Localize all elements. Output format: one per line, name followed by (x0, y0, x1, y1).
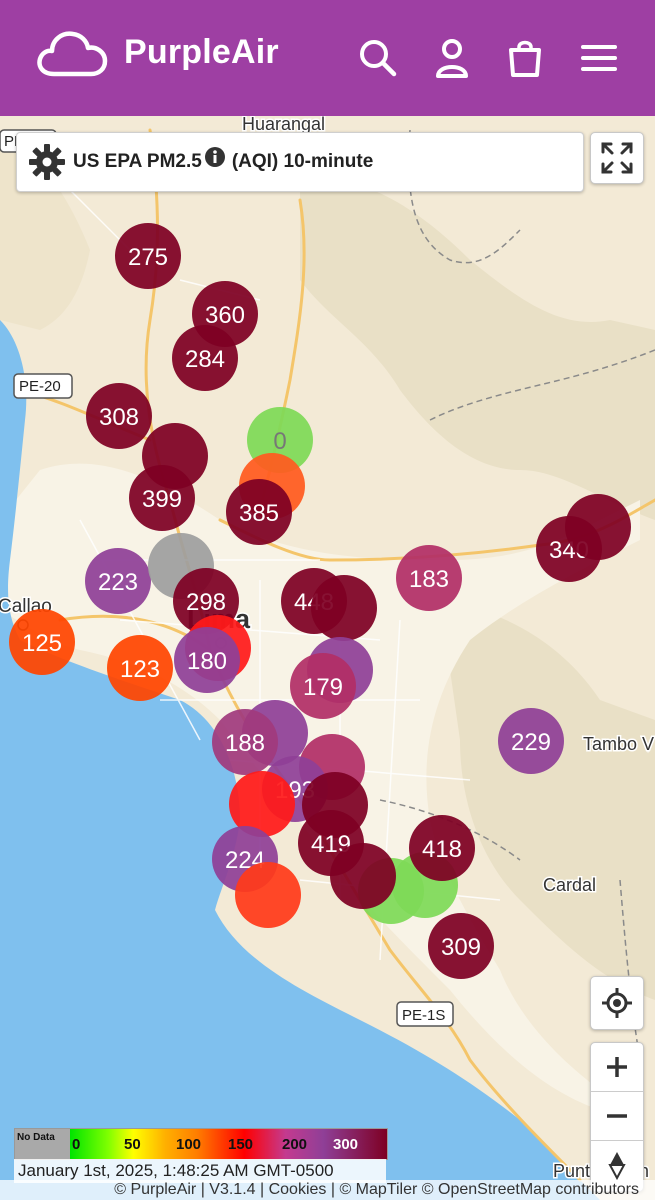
crosshair-icon (602, 988, 632, 1018)
sensor-marker[interactable] (129, 465, 195, 531)
sensor-marker[interactable] (290, 653, 356, 719)
minus-icon (607, 1114, 627, 1118)
sensor-marker-value: 298 (186, 589, 226, 616)
sensor-marker[interactable] (226, 479, 292, 545)
gear-icon[interactable] (27, 142, 67, 182)
brand-name: PurpleAir (124, 32, 279, 71)
legend-no-data: No Data (15, 1129, 70, 1159)
shopping-bag-icon[interactable] (505, 38, 545, 78)
place-label: Tambo V (583, 734, 654, 754)
sensor-marker-value: 123 (120, 656, 160, 683)
legend-label: 200 (282, 1136, 308, 1153)
sensor-type-selector[interactable]: US EPA PM2.5 (AQI) 10-minute (16, 132, 584, 192)
search-icon[interactable] (358, 38, 398, 78)
map-attribution[interactable]: © PurpleAir | V3.1.4 | Cookies | © MapTi… (0, 1180, 655, 1200)
sensor-marker-value: 180 (187, 648, 227, 675)
road-shield-label: PE-1S (402, 1007, 445, 1024)
sensor-marker-value: 360 (205, 302, 245, 329)
timestamp: January 1st, 2025, 1:48:25 AM GMT-0500 (14, 1159, 386, 1183)
sensor-marker[interactable] (229, 771, 295, 837)
plus-icon (607, 1057, 627, 1077)
purpleair-logo[interactable]: PurpleAir (36, 26, 279, 78)
sensor-marker[interactable] (9, 609, 75, 675)
aqi-legend: No Data 0 50 100 150 200 300 (14, 1128, 388, 1160)
account-icon[interactable] (432, 38, 472, 78)
place-label: Huarangal (242, 116, 325, 134)
compass-icon (608, 1152, 626, 1180)
legend-label: 300 (333, 1136, 359, 1153)
sensor-marker-value: 125 (22, 630, 62, 657)
info-icon[interactable] (204, 146, 226, 168)
sensor-marker[interactable] (311, 575, 377, 641)
legend-label: 50 (124, 1136, 141, 1153)
sensor-marker[interactable] (212, 709, 278, 775)
menu-icon[interactable] (579, 38, 619, 78)
zoom-in-button[interactable] (591, 1043, 643, 1092)
sensor-average-label: (AQI) 10-minute (231, 151, 374, 172)
sensor-marker-value: 308 (99, 404, 139, 431)
sensor-marker[interactable] (565, 494, 631, 560)
fullscreen-button[interactable] (590, 132, 644, 184)
locate-me-button[interactable] (590, 976, 644, 1030)
sensor-marker-value: 223 (98, 569, 138, 596)
sensor-marker-value: 179 (303, 674, 343, 701)
cloud-icon (37, 31, 108, 77)
sensor-marker-value: 385 (239, 500, 279, 527)
sensor-marker-value: 0 (273, 428, 286, 455)
sensor-marker-value: 309 (441, 934, 481, 961)
sensor-marker-value: 284 (185, 346, 225, 373)
legend-label: 0 (72, 1136, 81, 1153)
sensor-marker-value: 399 (142, 486, 182, 513)
place-label: Cardal (543, 875, 596, 895)
sensor-marker[interactable] (330, 843, 396, 909)
sensor-marker[interactable] (235, 862, 301, 928)
zoom-controls (590, 1042, 644, 1192)
sensor-marker[interactable] (172, 325, 238, 391)
app-header: PurpleAir (0, 0, 655, 116)
legend-scale: 0 50 100 150 200 300 (70, 1129, 387, 1159)
sensor-marker-value: 183 (409, 566, 449, 593)
sensor-marker[interactable] (428, 913, 494, 979)
sensor-marker[interactable] (498, 708, 564, 774)
expand-icon (601, 142, 633, 174)
sensor-marker-value: 229 (511, 729, 551, 756)
road-shield (396, 1001, 454, 1027)
road-shield-label: PE-20 (19, 378, 61, 395)
sensor-marker-value: 188 (225, 730, 265, 757)
sensor-marker[interactable] (107, 635, 173, 701)
map-base[interactable]: Huarangal Callao Lima Tambo V Cardal Pun… (0, 116, 655, 1200)
sensor-marker[interactable] (409, 815, 475, 881)
sensor-marker-value: 418 (422, 836, 462, 863)
sensor-marker[interactable] (174, 627, 240, 693)
sensor-marker-value: 275 (128, 244, 168, 271)
zoom-out-button[interactable] (591, 1092, 643, 1141)
sensor-marker[interactable] (85, 548, 151, 614)
road-shield (13, 373, 73, 399)
legend-label: 150 (228, 1136, 254, 1153)
compass-button[interactable] (591, 1141, 643, 1189)
legend-label: 100 (176, 1136, 202, 1153)
sensor-markers[interactable]: 2753602843083990385340183223298448125123… (9, 223, 631, 979)
sensor-marker[interactable] (115, 223, 181, 289)
sensor-type-label: US EPA PM2.5 (73, 151, 202, 172)
map-view[interactable]: Huarangal Callao Lima Tambo V Cardal Pun… (0, 116, 655, 1200)
sensor-marker[interactable] (86, 383, 152, 449)
sensor-marker[interactable] (396, 545, 462, 611)
